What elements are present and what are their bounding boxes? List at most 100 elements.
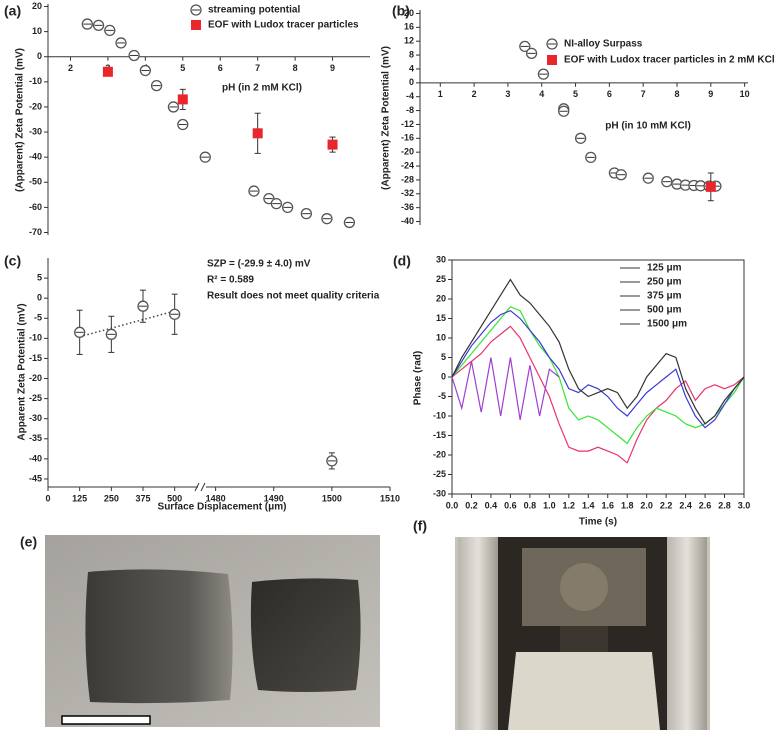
x-tick-label: 8 bbox=[293, 63, 298, 73]
legend-label: streaming potential bbox=[208, 5, 300, 16]
legend-label: 1500 μm bbox=[647, 319, 687, 330]
x-tick-label: 0.0 bbox=[446, 500, 459, 510]
y-tick-label: 10 bbox=[436, 332, 446, 342]
y-tick-label: -40 bbox=[29, 453, 42, 463]
y-tick-label: -45 bbox=[29, 473, 42, 483]
y-tick-label: -12 bbox=[401, 119, 414, 129]
y-tick-label: 5 bbox=[37, 272, 42, 282]
x-tick-label: 6 bbox=[218, 63, 223, 73]
legend-label: NI-alloy Surpass bbox=[564, 39, 643, 50]
plot-frame bbox=[451, 259, 745, 495]
y-tick-label: -4 bbox=[406, 91, 414, 101]
x-tick-label: 3 bbox=[505, 89, 510, 99]
y-tick-label: -15 bbox=[29, 353, 42, 363]
y-tick-label: -35 bbox=[29, 433, 42, 443]
x-axis-label: pH (in 10 mM KCl) bbox=[605, 121, 691, 132]
y-tick-label: 4 bbox=[409, 63, 414, 73]
axis-break bbox=[200, 482, 206, 492]
x-tick-label: 9 bbox=[708, 89, 713, 99]
y-tick-label: 0 bbox=[37, 293, 42, 303]
legend-label: 250 μm bbox=[647, 277, 682, 288]
y-tick-label: -20 bbox=[29, 373, 42, 383]
trend-line bbox=[79, 310, 175, 338]
y-tick-label: -8 bbox=[406, 105, 414, 115]
x-tick-label: 1480 bbox=[206, 493, 226, 503]
x-tick-label: 0.6 bbox=[504, 500, 517, 510]
line-series bbox=[451, 357, 560, 421]
line-series bbox=[451, 310, 745, 429]
y-tick-label: -16 bbox=[401, 133, 414, 143]
panel-label: (c) bbox=[4, 253, 21, 269]
x-tick-label: 7 bbox=[255, 63, 260, 73]
y-tick-label: -5 bbox=[34, 313, 42, 323]
x-tick-label: 6 bbox=[607, 89, 612, 99]
x-tick-label: 1.2 bbox=[563, 500, 576, 510]
y-tick-label: 25 bbox=[436, 274, 446, 284]
y-tick-label: 15 bbox=[436, 313, 446, 323]
x-tick-label: 1510 bbox=[380, 493, 400, 503]
x-tick-label: 1.6 bbox=[601, 500, 614, 510]
y-tick-label: 12 bbox=[404, 36, 414, 46]
opening bbox=[508, 652, 660, 730]
marker-square bbox=[191, 20, 201, 30]
x-axis-label: Surface Displacement (μm) bbox=[158, 502, 287, 513]
x-axis-label: pH (in 2 mM KCl) bbox=[222, 83, 302, 94]
y-tick-label: -70 bbox=[29, 227, 42, 237]
y-axis-label: (Apparent) Zeta Potential (mV) bbox=[15, 48, 26, 192]
legend-label: 500 μm bbox=[647, 305, 682, 316]
line-series bbox=[451, 306, 745, 445]
y-tick-label: -5 bbox=[438, 391, 446, 401]
x-tick-label: 375 bbox=[135, 493, 150, 503]
x-tick-label: 0.2 bbox=[465, 500, 478, 510]
x-tick-label: 1500 bbox=[322, 493, 342, 503]
y-tick-label: -24 bbox=[401, 160, 414, 170]
x-tick-label: 2.8 bbox=[718, 500, 731, 510]
panel-label: (f) bbox=[413, 518, 427, 534]
y-tick-label: 30 bbox=[436, 254, 446, 264]
x-tick-label: 1.0 bbox=[543, 500, 556, 510]
x-tick-label: 2 bbox=[472, 89, 477, 99]
x-tick-label: 9 bbox=[330, 63, 335, 73]
x-tick-label: 5 bbox=[180, 63, 185, 73]
y-tick-label: -10 bbox=[433, 410, 446, 420]
legend-label: EOF with Ludox tracer particles in 2 mM … bbox=[564, 55, 775, 66]
x-tick-label: 1 bbox=[438, 89, 443, 99]
photo-f bbox=[455, 537, 710, 730]
y-tick-label: 10 bbox=[32, 26, 42, 36]
panel-label: (a) bbox=[4, 3, 21, 19]
y-tick-label: -20 bbox=[401, 147, 414, 157]
y-tick-label: 16 bbox=[404, 22, 414, 32]
y-tick-label: 20 bbox=[32, 1, 42, 11]
y-axis-label: (Apparent) Zeta Potential (mV) bbox=[381, 46, 392, 190]
axis-break bbox=[194, 482, 200, 492]
scale-bar bbox=[61, 715, 151, 725]
x-tick-label: 5 bbox=[573, 89, 578, 99]
x-tick-label: 2.6 bbox=[699, 500, 712, 510]
panel-label: (e) bbox=[20, 534, 37, 550]
y-tick-label: -36 bbox=[401, 202, 414, 212]
y-tick-label: -15 bbox=[433, 430, 446, 440]
y-tick-label: -30 bbox=[433, 488, 446, 498]
y-tick-label: -28 bbox=[401, 174, 414, 184]
y-tick-label: -60 bbox=[29, 202, 42, 212]
x-tick-label: 2.2 bbox=[660, 500, 673, 510]
y-axis-label: Apparent Zeta Potential (mV) bbox=[17, 303, 28, 440]
y-tick-label: -25 bbox=[29, 393, 42, 403]
rail-right bbox=[667, 537, 707, 730]
x-tick-label: 1.4 bbox=[582, 500, 595, 510]
x-tick-label: 7 bbox=[641, 89, 646, 99]
y-tick-label: -40 bbox=[29, 152, 42, 162]
y-tick-label: -10 bbox=[29, 333, 42, 343]
y-tick-label: -50 bbox=[29, 177, 42, 187]
y-tick-label: -25 bbox=[433, 469, 446, 479]
device-disc bbox=[560, 563, 608, 611]
x-tick-label: 2 bbox=[68, 63, 73, 73]
annotation: SZP = (-29.9 ± 4.0) mV bbox=[207, 259, 311, 270]
y-tick-label: 20 bbox=[404, 8, 414, 18]
y-tick-label: 8 bbox=[409, 49, 414, 59]
y-tick-label: 0 bbox=[37, 51, 42, 61]
y-tick-label: -20 bbox=[433, 449, 446, 459]
legend-label: 125 μm bbox=[647, 263, 682, 274]
x-tick-label: 2.4 bbox=[679, 500, 692, 510]
